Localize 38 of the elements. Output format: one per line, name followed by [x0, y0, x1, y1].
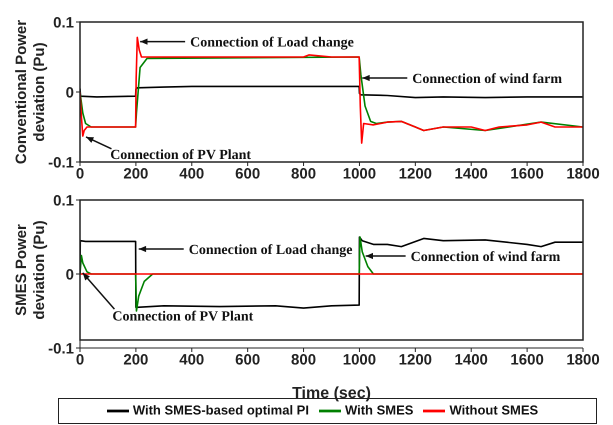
- annotation: Connection of wind farm: [410, 250, 561, 265]
- x-tick-label: 1600: [510, 352, 544, 369]
- line-series: [80, 36, 583, 144]
- annotation: Connection of wind farm: [412, 72, 562, 87]
- x-tick-label: 1600: [510, 166, 544, 183]
- x-tick-label: 1800: [566, 352, 600, 369]
- x-tick-label: 400: [179, 352, 204, 369]
- y-axis-title: Conventional Power deviation (Pu): [13, 20, 48, 164]
- line-series: [80, 86, 583, 98]
- y-tick-label: 0.1: [53, 14, 74, 32]
- y-axis-title: SMES Power deviation (Pu): [13, 220, 48, 320]
- y-tick-label: -0.1: [48, 340, 74, 358]
- x-tick-label: 800: [291, 166, 316, 183]
- y-tick-label: 0.1: [53, 192, 74, 210]
- x-tick-label: 600: [235, 166, 260, 183]
- x-tick-label: 1800: [566, 166, 600, 183]
- x-tick-label: 400: [179, 166, 204, 183]
- x-tick-label: 800: [291, 352, 316, 369]
- y-tick-label: 0: [66, 84, 74, 102]
- annotation: Connection of Load change: [190, 36, 354, 51]
- annotation: Connection of Load change: [188, 243, 352, 258]
- y-tick-label: 0: [66, 266, 74, 284]
- x-tick-label: 600: [235, 352, 260, 369]
- legend-label: With SMES-based optimal PI: [132, 402, 309, 418]
- legend-label: Without SMES: [449, 402, 538, 418]
- x-tick-label: 1200: [398, 352, 432, 369]
- x-tick-label: 1400: [454, 166, 488, 183]
- y-tick-label: -0.1: [48, 154, 74, 172]
- annotation: Connection of PV Plant: [110, 148, 252, 164]
- x-tick-label: 200: [123, 352, 148, 369]
- x-axis-title: Time (sec): [292, 385, 371, 402]
- annotation: Connection of PV Plant: [112, 309, 254, 324]
- x-tick-label: 1400: [454, 352, 488, 369]
- x-tick-label: 1000: [342, 166, 376, 183]
- x-tick-label: 200: [123, 166, 148, 183]
- x-tick-label: 1200: [398, 166, 432, 183]
- x-tick-label: 1000: [342, 352, 376, 369]
- legend-label: With SMES: [344, 402, 414, 418]
